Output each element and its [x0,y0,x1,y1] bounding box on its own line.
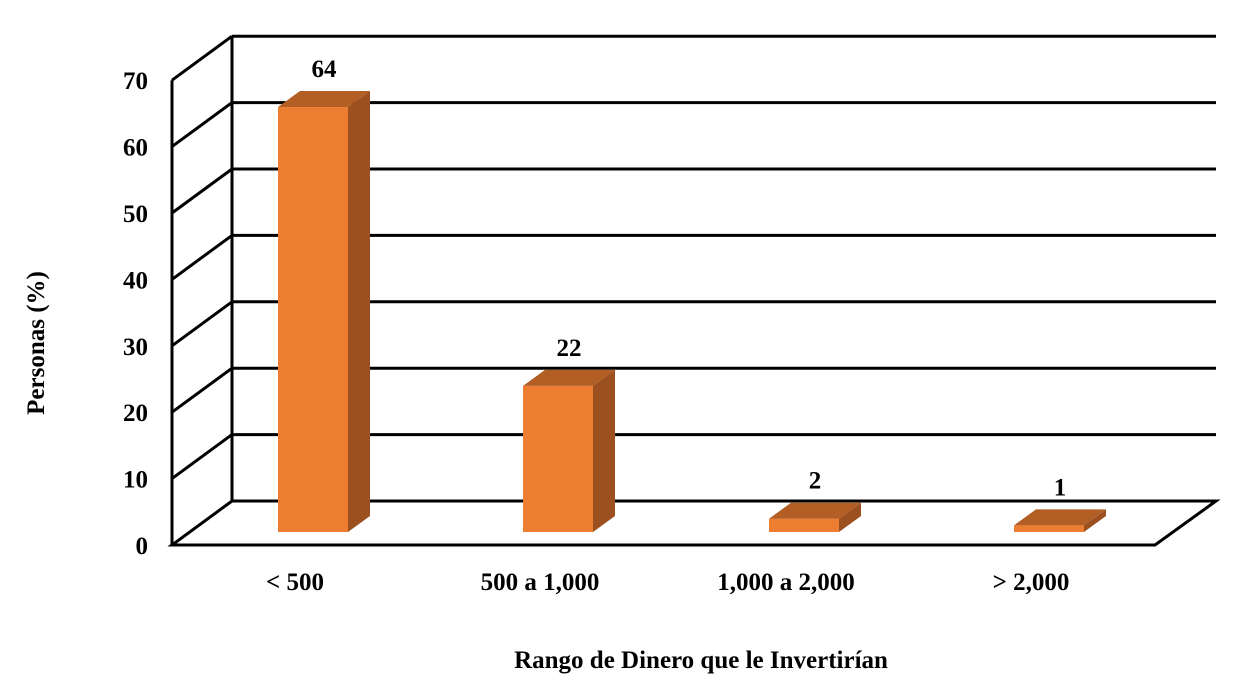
y-tick-label: 20 [123,400,148,427]
x-category-label: > 2,000 [993,569,1070,596]
x-category-label: 500 a 1,000 [481,569,600,596]
y-tick-label: 10 [123,467,148,494]
bar-value-label: 2 [809,468,822,495]
y-tick-label: 60 [123,135,148,162]
bar: 2 [769,468,861,532]
bar: 64 [278,56,370,532]
x-category-label: < 500 [266,569,324,596]
chart-walls [167,34,1221,547]
bar-value-label: 1 [1054,474,1067,501]
bar: 1 [1014,474,1106,532]
y-axis-ticks: 0 10 20 30 40 50 60 70 [123,68,148,560]
y-axis-title: Personas (%) [23,271,50,415]
bar: 22 [523,335,615,532]
bar-value-label: 22 [557,335,582,362]
x-category-label: 1,000 a 2,000 [717,569,855,596]
x-axis-title: Rango de Dinero que le Invertirían [514,647,888,674]
x-axis-labels: < 500 500 a 1,000 1,000 a 2,000 > 2,000 [266,569,1069,596]
y-tick-label: 70 [123,68,148,95]
bar-value-label: 64 [312,56,338,83]
y-tick-label: 50 [123,201,148,228]
gridlines [171,101,1216,480]
y-tick-label: 30 [123,334,148,361]
y-tick-label: 0 [136,533,149,560]
y-tick-label: 40 [123,267,148,294]
